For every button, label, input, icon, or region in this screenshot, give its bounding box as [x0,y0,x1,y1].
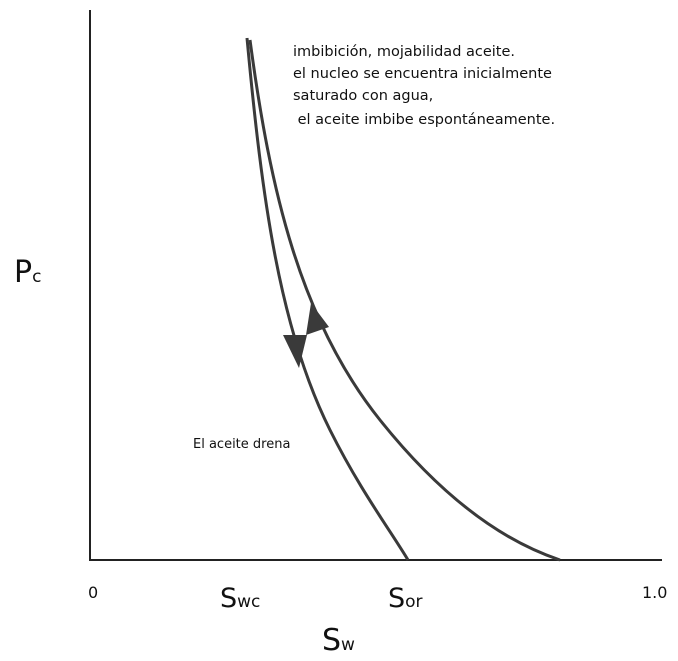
annotation-line: saturado con agua, [293,88,433,104]
arrow-down [283,335,307,368]
label-sub: wc [237,592,260,612]
x-tick-label: 0 [88,583,98,602]
annotation-line: imbibición, mojabilidad aceite. [293,44,515,60]
x-axis-label: Sw [322,623,355,658]
label-base: S [388,583,405,614]
x-tick-label: Swc [220,583,260,614]
label-base: S [322,623,341,658]
label-sub: c [32,267,41,287]
label-sub: or [405,592,422,612]
label-sub: w [341,635,355,655]
x-tick-label: 1.0 [642,583,667,602]
y-axis-label: Pc [14,255,41,290]
arrow-up [306,303,329,335]
label-base: P [14,255,32,290]
annotation-line: el aceite imbibe espontáneamente. [293,112,555,128]
drainage-label: El aceite drena [193,437,290,452]
imbibition-curve [248,39,561,562]
annotation-line: el nucleo se encuentra inicialmente [293,66,552,82]
label-base: S [220,583,237,614]
x-tick-label: Sor [388,583,423,614]
drainage-curve [245,37,410,561]
